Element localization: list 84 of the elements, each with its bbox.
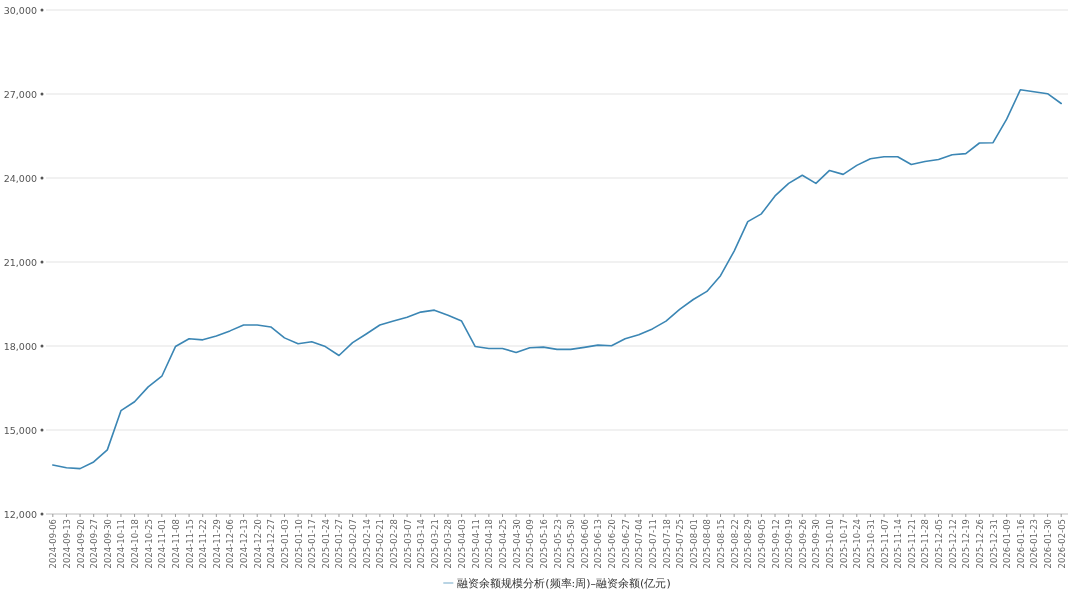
x-tick-label: 2025-02-07 bbox=[348, 519, 359, 569]
x-tick-label: 2024-11-22 bbox=[198, 519, 209, 569]
y-tick-label: 15,000 bbox=[3, 424, 37, 436]
x-tick-label: 2026-01-09 bbox=[1002, 519, 1013, 569]
x-tick-label: 2025-06-20 bbox=[607, 519, 618, 569]
x-tick-label: 2025-05-30 bbox=[566, 519, 577, 569]
x-tick-label: 2025-10-17 bbox=[838, 519, 849, 569]
x-tick-label: 2024-11-08 bbox=[170, 519, 181, 569]
y-tick-label: 27,000 bbox=[3, 88, 37, 100]
x-tick-label: 2024-10-11 bbox=[116, 519, 127, 569]
x-tick-label: 2025-11-14 bbox=[893, 519, 904, 569]
x-tick-label: 2025-06-13 bbox=[593, 519, 604, 569]
x-tick-label: 2024-09-06 bbox=[48, 519, 59, 569]
x-tick-label: 2024-12-20 bbox=[252, 519, 263, 569]
x-tick-label: 2026-02-05 bbox=[1056, 519, 1067, 569]
x-tick-label: 2025-01-24 bbox=[320, 519, 331, 569]
x-tick-label: 2025-07-04 bbox=[634, 519, 645, 569]
x-tick-label: 2024-10-18 bbox=[130, 519, 141, 569]
x-tick-label: 2025-07-18 bbox=[661, 519, 672, 569]
x-tick-label: 2025-05-09 bbox=[525, 519, 536, 569]
x-tick-label: 2025-11-21 bbox=[906, 519, 917, 569]
x-tick-label: 2024-09-30 bbox=[102, 519, 113, 569]
y-tick-label: 30,000 bbox=[3, 4, 37, 16]
x-tick-label: 2025-09-05 bbox=[756, 519, 767, 569]
x-tick-label: 2025-03-07 bbox=[402, 519, 413, 569]
x-tick-label: 2024-10-25 bbox=[143, 519, 154, 569]
x-tick-label: 2025-09-12 bbox=[770, 519, 781, 569]
x-tick-label: 2025-02-14 bbox=[361, 519, 372, 569]
x-tick-label: 2025-08-22 bbox=[729, 519, 740, 569]
x-tick-label: 2025-03-28 bbox=[443, 519, 454, 569]
x-tick-label: 2025-04-30 bbox=[511, 519, 522, 569]
x-tick-label: 2024-11-15 bbox=[184, 519, 195, 569]
x-tick-label: 2025-05-23 bbox=[552, 519, 563, 569]
x-tick-label: 2025-01-27 bbox=[334, 519, 345, 569]
x-tick-label: 2025-06-27 bbox=[620, 519, 631, 569]
x-tick-label: 2025-09-26 bbox=[797, 519, 808, 569]
y-tick-label: 18,000 bbox=[3, 340, 37, 352]
x-tick-label: 2025-01-10 bbox=[293, 519, 304, 569]
y-tick-label: 21,000 bbox=[3, 256, 37, 268]
x-tick-label: 2025-01-03 bbox=[279, 519, 290, 569]
x-tick-label: 2025-09-30 bbox=[811, 519, 822, 569]
x-tick-label: 2024-12-27 bbox=[266, 519, 277, 569]
x-tick-label: 2024-12-13 bbox=[239, 519, 250, 569]
x-tick-label: 2025-10-31 bbox=[865, 519, 876, 569]
y-tick-label: 12,000 bbox=[3, 508, 37, 520]
y-tick-label: 24,000 bbox=[3, 172, 37, 184]
x-tick-label: 2024-11-29 bbox=[211, 519, 222, 569]
x-tick-label: 2025-07-11 bbox=[647, 519, 658, 569]
x-tick-label: 2025-08-08 bbox=[702, 519, 713, 569]
x-tick-label: 2025-12-31 bbox=[988, 519, 999, 569]
x-tick-label: 2024-09-27 bbox=[89, 519, 100, 569]
x-tick-label: 2024-12-06 bbox=[225, 519, 236, 569]
x-tick-label: 2025-08-29 bbox=[743, 519, 754, 569]
x-tick-label: 2024-09-20 bbox=[75, 519, 86, 569]
x-tick-label: 2025-07-25 bbox=[675, 519, 686, 569]
x-tick-label: 2025-12-19 bbox=[961, 519, 972, 569]
x-tick-label: 2025-04-03 bbox=[457, 519, 468, 569]
x-tick-label: 2025-02-28 bbox=[388, 519, 399, 569]
legend: 融资余额规模分析(频率:周)–融资余额(亿元) bbox=[442, 576, 671, 590]
line-series bbox=[52, 89, 1062, 470]
x-tick-label: 2026-01-30 bbox=[1043, 519, 1054, 569]
x-tick-label: 2025-04-11 bbox=[470, 519, 481, 569]
x-tick-label: 2025-04-25 bbox=[497, 519, 508, 569]
x-tick-label: 2025-09-19 bbox=[784, 519, 795, 569]
x-tick-label: 2025-03-21 bbox=[429, 519, 440, 569]
x-tick-label: 2025-12-12 bbox=[947, 519, 958, 569]
x-tick-label: 2025-06-06 bbox=[579, 519, 590, 569]
x-tick-label: 2025-08-15 bbox=[716, 519, 727, 569]
x-tick-label: 2025-01-17 bbox=[307, 519, 318, 569]
x-tick-label: 2025-08-01 bbox=[688, 519, 699, 569]
x-tick-label: 2024-09-13 bbox=[61, 519, 72, 569]
x-tick-label: 2025-10-10 bbox=[825, 519, 836, 569]
x-tick-label: 2025-05-16 bbox=[538, 519, 549, 569]
x-tick-label: 2025-11-07 bbox=[879, 519, 890, 569]
x-tick-label: 2025-02-21 bbox=[375, 519, 386, 569]
x-tick-label: 2025-11-28 bbox=[920, 519, 931, 569]
x-tick-label: 2025-03-14 bbox=[416, 519, 427, 569]
x-tick-label: 2025-04-18 bbox=[484, 519, 495, 569]
x-tick-label: 2026-01-16 bbox=[1015, 519, 1026, 569]
x-tick-label: 2025-12-26 bbox=[974, 519, 985, 569]
x-tick-label: 2025-10-24 bbox=[852, 519, 863, 569]
x-tick-label: 2026-01-23 bbox=[1029, 519, 1040, 569]
x-tick-label: 2024-11-01 bbox=[157, 519, 168, 569]
x-tick-label: 2025-12-05 bbox=[934, 519, 945, 569]
